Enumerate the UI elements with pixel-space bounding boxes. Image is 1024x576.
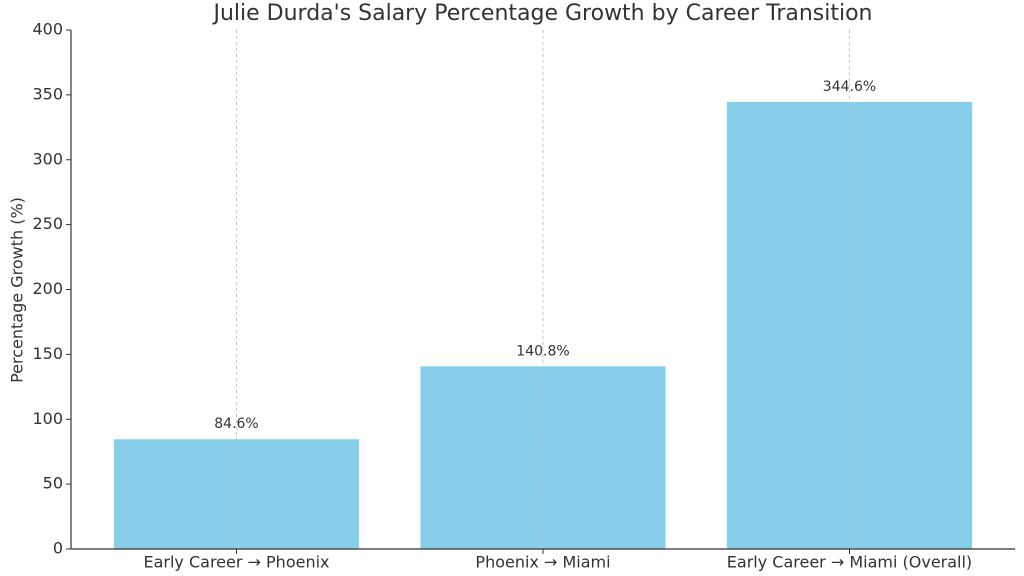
chart-title: Julie Durda's Salary Percentage Growth b… — [211, 1, 872, 26]
y-tick-label: 250 — [32, 214, 63, 233]
y-tick-label: 200 — [32, 279, 63, 298]
y-tick-label: 150 — [32, 344, 63, 363]
x-tick-label: Early Career → Phoenix — [143, 553, 329, 572]
value-label: 140.8% — [516, 343, 569, 359]
x-tick-label: Phoenix → Miami — [475, 553, 610, 572]
y-tick-label: 350 — [32, 84, 63, 103]
y-axis-label: Percentage Growth (%) — [8, 197, 27, 383]
y-tick-label: 0 — [53, 539, 63, 558]
y-tick-label: 50 — [43, 474, 63, 493]
value-label: 84.6% — [214, 416, 258, 432]
y-tick-label: 100 — [32, 409, 63, 428]
y-tick-label: 400 — [32, 20, 63, 39]
x-tick-label: Early Career → Miami (Overall) — [727, 553, 972, 572]
y-tick-label: 300 — [32, 149, 63, 168]
